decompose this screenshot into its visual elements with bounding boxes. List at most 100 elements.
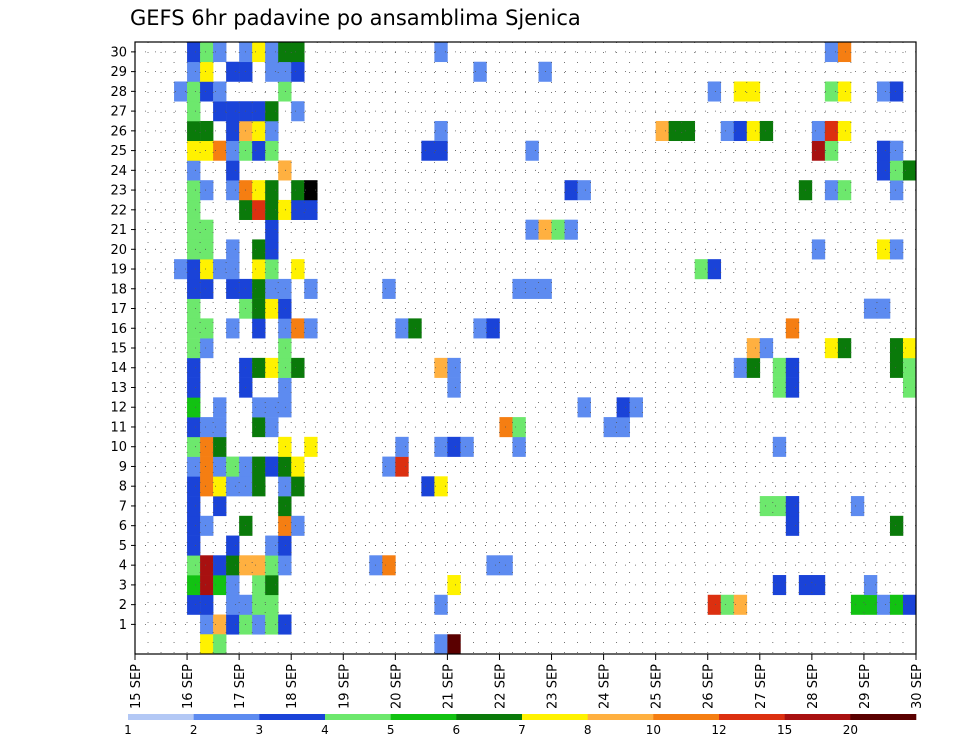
heatmap-cell [837, 81, 852, 102]
heatmap-cell [187, 594, 201, 615]
heatmap-cell [291, 199, 305, 220]
heatmap-cell [811, 120, 826, 142]
heatmap-cell [889, 338, 904, 359]
heatmap-cell [291, 42, 305, 63]
heatmap-cell [304, 318, 318, 339]
heatmap-cell [226, 120, 240, 142]
heatmap-cell [811, 575, 826, 596]
y-tick-label: 26 [110, 124, 127, 139]
x-tick-label: 25 SEP [650, 664, 665, 709]
heatmap-cell [252, 298, 266, 319]
heatmap-cell [252, 575, 266, 596]
heatmap-cell [525, 140, 539, 161]
heatmap-cell [187, 535, 201, 556]
colorbar-swatch [390, 714, 457, 720]
y-tick-label: 2 [119, 598, 127, 613]
colorbar-swatch [719, 714, 785, 720]
heatmap-cell [187, 496, 201, 517]
heatmap-cell [876, 160, 891, 181]
heatmap-cell [200, 61, 214, 82]
heatmap-cell [200, 634, 214, 655]
y-tick-label: 30 [110, 45, 127, 60]
colorbar-label: 1 [124, 723, 132, 737]
heatmap-cell [200, 417, 214, 438]
heatmap-cell [564, 180, 578, 201]
heatmap-cell [746, 81, 761, 102]
heatmap-cell [187, 180, 201, 201]
heatmap-cell [252, 476, 266, 497]
heatmap-cell [278, 476, 292, 497]
y-tick-label: 15 [110, 342, 127, 357]
heatmap-cell [681, 120, 696, 142]
heatmap-cell [863, 298, 878, 319]
heatmap-cell [252, 417, 266, 438]
heatmap-cell [187, 298, 201, 319]
heatmap-cell [382, 555, 396, 576]
colorbar-swatch [522, 714, 588, 720]
heatmap-cell [759, 120, 774, 142]
y-tick-label: 28 [110, 85, 127, 100]
heatmap-cell [447, 575, 461, 596]
heatmap-cell [226, 555, 240, 576]
x-tick-label: 16 SEP [181, 664, 196, 709]
heatmap-cell [824, 81, 839, 102]
x-tick-label: 27 SEP [754, 664, 769, 709]
heatmap-cell [265, 42, 279, 63]
y-tick-label: 14 [110, 361, 127, 376]
heatmap-cell [447, 634, 461, 655]
y-tick-label: 21 [110, 223, 127, 238]
heatmap-cell [811, 239, 826, 260]
x-tick-label: 20 SEP [389, 664, 404, 709]
heatmap-cell [772, 436, 787, 457]
y-tick-label: 11 [110, 420, 127, 435]
y-tick-label: 27 [110, 105, 127, 120]
heatmap-cell [187, 219, 201, 240]
heatmap-cell [187, 239, 201, 260]
colorbar-swatch [325, 714, 391, 720]
heatmap-cell [252, 140, 266, 161]
heatmap-cell [252, 357, 266, 378]
heatmap-cell [291, 318, 305, 339]
heatmap-cell [187, 417, 201, 438]
heatmap-cell [512, 436, 526, 457]
heatmap-cell [863, 575, 878, 596]
heatmap-cell [694, 259, 709, 280]
heatmap-cell [278, 199, 292, 220]
heatmap-cell [265, 456, 279, 477]
heatmap-cell [291, 180, 305, 201]
heatmap-cell [265, 259, 279, 280]
heatmap-cell [577, 180, 591, 201]
heatmap-cell [213, 259, 227, 280]
heatmap-cell [226, 594, 240, 615]
y-tick-label: 20 [110, 243, 127, 258]
heatmap-cell [759, 496, 774, 517]
heatmap-cell [213, 81, 227, 102]
heatmap-cell [889, 239, 904, 260]
y-tick-label: 23 [110, 184, 127, 199]
colorbar-label: 6 [453, 723, 461, 737]
y-tick-label: 25 [110, 144, 127, 159]
heatmap-cell [187, 555, 201, 576]
heatmap-cell [187, 397, 201, 418]
heatmap-cell [304, 436, 318, 457]
heatmap-cell [265, 278, 279, 299]
heatmap-cell [772, 357, 787, 378]
heatmap-cell [200, 120, 214, 142]
heatmap-cell [213, 101, 227, 122]
heatmap-cell [213, 456, 227, 477]
heatmap-cell [876, 594, 891, 615]
heatmap-cell [850, 496, 865, 517]
y-tick-label: 3 [119, 578, 127, 593]
heatmap-cell [187, 515, 201, 536]
heatmap-cell [447, 377, 461, 398]
heatmap-cell [434, 357, 448, 378]
heatmap-cell [187, 436, 201, 457]
heatmap-cell [252, 42, 266, 63]
heatmap-cell [252, 397, 266, 418]
y-tick-label: 13 [110, 381, 127, 396]
heatmap-cell [252, 614, 266, 635]
heatmap-cell [265, 180, 279, 201]
heatmap-cell [772, 496, 787, 517]
heatmap-cell [200, 594, 214, 615]
heatmap-cell [720, 120, 735, 142]
